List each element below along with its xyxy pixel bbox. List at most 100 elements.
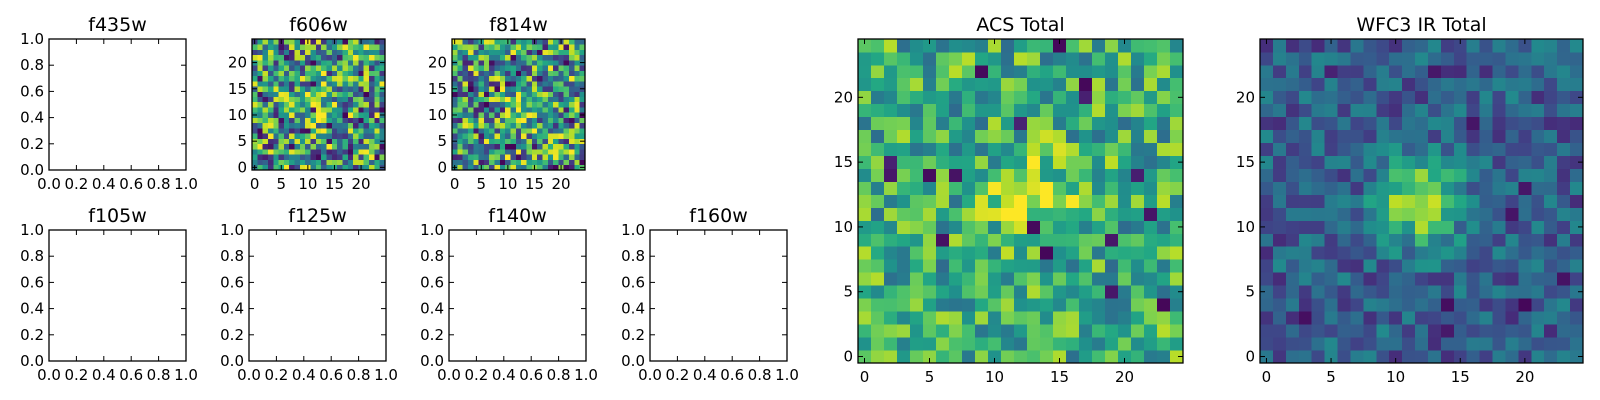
heatmap-cell [1402,233,1416,247]
heatmap-cell [515,149,522,155]
heatmap-cell [515,128,522,134]
heatmap-cell [457,149,463,155]
heatmap-cell [574,75,581,82]
heatmap-cell [547,117,554,124]
heatmap-cell [283,86,290,92]
heatmap-cell [273,107,279,113]
heatmap-cell [374,70,381,77]
heatmap-cell [553,80,559,87]
heatmap-cell [273,112,279,118]
heatmap-cell [553,117,559,124]
heatmap-cell [462,70,469,77]
heatmap-cell [294,164,301,171]
heatmap-cell [521,75,527,82]
heatmap-cell [499,128,506,134]
heatmap-cell [542,159,549,166]
heatmap-cell [988,39,1002,53]
heatmap-cell [1337,39,1351,53]
heatmap-cell [949,324,963,338]
heatmap-cell [305,149,311,155]
heatmap-cell [462,49,469,56]
heatmap-cell [1544,142,1558,156]
heatmap-cell [1066,220,1080,234]
heatmap-cell [510,138,517,145]
heatmap-cell [1363,142,1377,156]
heatmap-cell [1053,324,1067,338]
heatmap-cell [478,159,485,166]
heatmap-cell [1053,194,1067,208]
heatmap-cell [526,70,533,77]
heatmap-cell [347,138,354,145]
heatmap-cell [1105,103,1119,118]
heatmap-cell [1285,207,1300,221]
heatmap-cell [1298,64,1313,79]
heatmap-cell [294,128,301,134]
heatmap-cell [1350,129,1364,144]
heatmap-cell [1557,324,1571,338]
heatmap-cell [1053,220,1067,234]
heatmap-cell [1105,64,1119,79]
heatmap-cell [1014,155,1028,169]
heatmap-cell [252,44,258,50]
heatmap-cell [558,128,565,134]
heatmap-cell [326,154,333,160]
heatmap-cell [1079,181,1093,195]
heatmap-cell [494,107,501,113]
panel-title: f105w [88,205,147,227]
heatmap-cell [1492,194,1506,208]
y-tick-label: 0.4 [220,300,244,318]
heatmap-cell [1350,337,1364,351]
heatmap-cell [1402,90,1416,105]
heatmap-cell [988,64,1002,79]
heatmap-cell [1272,311,1287,325]
heatmap-cell [337,101,343,108]
heatmap-cell [467,49,474,56]
heatmap-cell [515,143,522,150]
y-tick-label: 0.6 [420,273,444,291]
heatmap-cell [315,54,322,61]
heatmap-cell [315,44,322,50]
heatmap-cell [1557,116,1571,131]
heatmap-cell [1053,90,1067,105]
heatmap-cell [949,194,963,208]
heatmap-cell [1440,116,1455,131]
heatmap-cell [521,154,527,160]
heatmap-cell [1479,298,1493,312]
heatmap-cell [521,133,527,139]
heatmap-cell [1376,285,1390,299]
heatmap-cell [1066,116,1080,131]
heatmap-cell [1053,116,1067,131]
heatmap-cell [871,142,885,156]
heatmap-cell [547,70,554,77]
heatmap-cell [1027,311,1041,325]
heatmap-cell [321,80,327,87]
heatmap-cell [510,91,517,97]
heatmap-cell [1053,77,1067,92]
heatmap-cell [1157,194,1171,208]
heatmap-cell [1557,90,1571,105]
heatmap-cell [315,86,322,92]
heatmap-cell [1260,246,1274,260]
heatmap-cell [1272,129,1287,144]
heatmap-cell [310,149,317,155]
heatmap-cell [510,164,517,171]
heatmap-cell [569,143,575,150]
heatmap-cell [505,59,511,66]
heatmap-cell [962,90,976,105]
heatmap-cell [1337,285,1351,299]
heatmap-cell [884,181,898,195]
heatmap-cell [489,44,495,50]
heatmap-cell [1272,324,1287,338]
heatmap-cell [1415,220,1429,234]
heatmap-cell [505,159,511,166]
heatmap-cell [563,44,570,50]
heatmap-cell [531,44,538,50]
heatmap-cell [1427,324,1442,338]
heatmap-cell [1027,233,1041,247]
heatmap-cell [962,116,976,131]
heatmap-cell [521,54,527,61]
heatmap-cell [494,91,501,97]
heatmap-cell [299,96,306,103]
heatmap-cell [542,164,549,171]
x-tick-label: 1.0 [574,366,598,384]
